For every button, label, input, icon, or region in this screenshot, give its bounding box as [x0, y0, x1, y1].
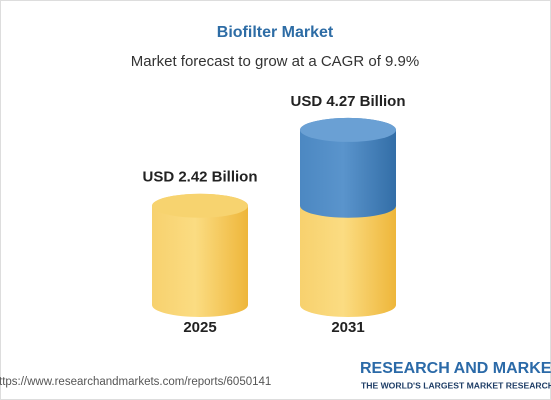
cylinder [152, 193, 248, 317]
cylinder-base [300, 193, 396, 317]
source-url: ttps://www.researchandmarkets.com/report… [0, 376, 271, 388]
cylinder-growth-top [300, 117, 396, 142]
value-label: USD 4.27 Billion [290, 93, 405, 110]
brand-logo: RESEARCH AND MARKET [360, 360, 551, 377]
chart-subtitle: Market forecast to grow at a CAGR of 9.9… [131, 53, 419, 70]
cylinder-growth [300, 117, 396, 218]
chart-title: Biofilter Market [217, 24, 334, 41]
cylinder-top [152, 193, 248, 218]
x-tick-label: 2025 [183, 319, 216, 336]
brand-tagline: THE WORLD'S LARGEST MARKET RESEARCH STO [361, 380, 551, 390]
x-tick-label: 2031 [331, 319, 364, 336]
value-label: USD 2.42 Billion [142, 169, 257, 186]
plot-area: USD 2.42 Billion 2025 USD 4.27 Billion 2031 [142, 93, 405, 336]
